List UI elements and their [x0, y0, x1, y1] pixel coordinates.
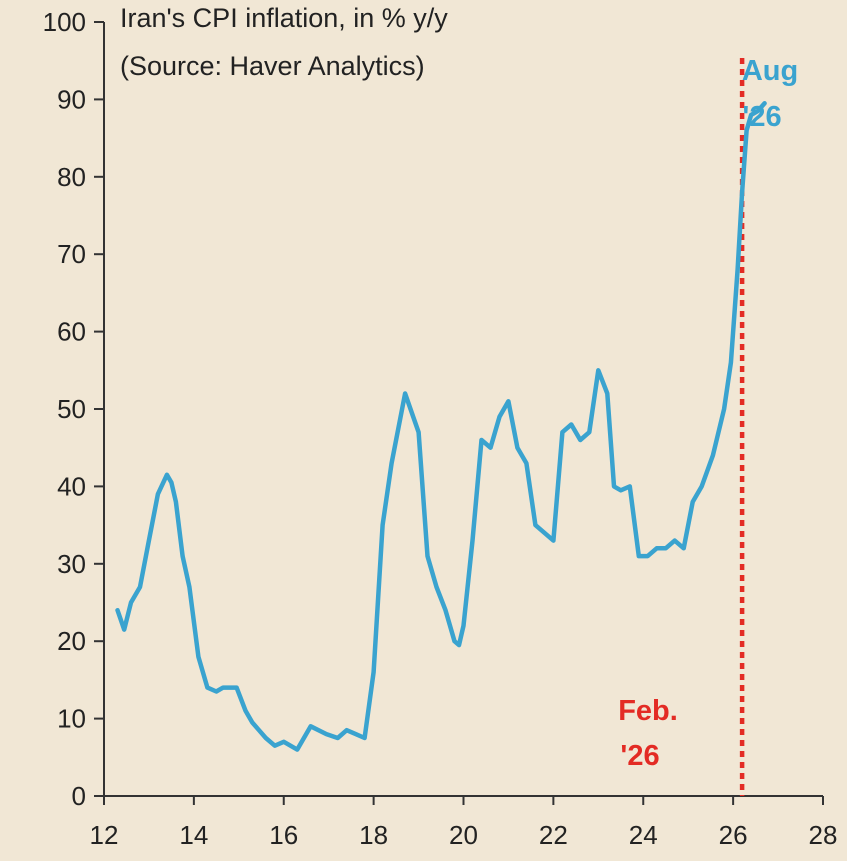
x-tick-label: 22 — [539, 820, 568, 850]
chart-source-note: (Source: Haver Analytics) — [120, 51, 425, 81]
x-tick-label: 18 — [359, 820, 388, 850]
feb-26-label-line2: '26 — [620, 740, 659, 772]
inflation-series-line — [115, 101, 767, 752]
x-tick-label: 14 — [179, 820, 208, 850]
y-tick-label: 50 — [57, 394, 86, 424]
x-tick-label: 28 — [809, 820, 838, 850]
x-tick-label: 20 — [449, 820, 478, 850]
y-tick-label: 40 — [57, 471, 86, 501]
y-tick-label: 10 — [57, 704, 86, 734]
y-tick-label: 90 — [57, 84, 86, 114]
y-tick-label: 100 — [43, 7, 86, 37]
y-tick-label: 80 — [57, 162, 86, 192]
aug-26-label-line1: Aug — [742, 55, 798, 87]
y-tick-label: 30 — [57, 549, 86, 579]
y-tick-label: 0 — [72, 781, 86, 811]
x-tick-label: 16 — [269, 820, 298, 850]
x-tick-label: 12 — [90, 820, 119, 850]
x-tick-label: 24 — [629, 820, 658, 850]
x-tick-label: 26 — [719, 820, 748, 850]
aug-26-label-line2: '26 — [742, 101, 781, 133]
chart-title: Iran's CPI inflation, in % y/y — [120, 3, 448, 33]
feb-26-label-line1: Feb. — [618, 695, 678, 727]
axes: 0 10 20 30 40 50 60 70 80 90 100 12 14 16 18 20 22 24 26 28 — [43, 7, 838, 850]
y-tick-label: 70 — [57, 239, 86, 269]
y-tick-label: 20 — [57, 626, 86, 656]
y-tick-label: 60 — [57, 317, 86, 347]
